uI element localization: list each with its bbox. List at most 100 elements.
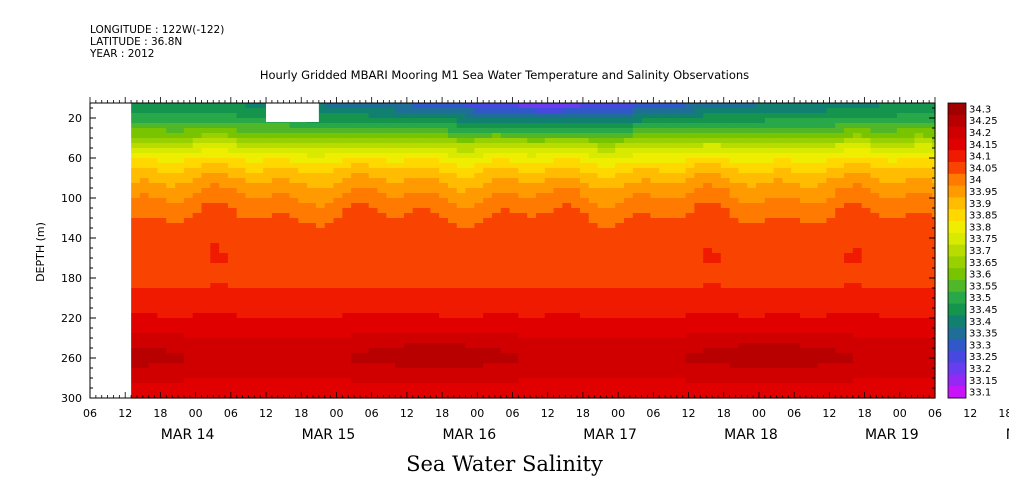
- heatmap-cell: [668, 103, 678, 109]
- heatmap-cell: [439, 268, 449, 274]
- heatmap-cell: [298, 163, 308, 169]
- heatmap-cell: [791, 368, 801, 374]
- heatmap-cell: [720, 258, 731, 264]
- heatmap-cell: [579, 148, 590, 154]
- heatmap-cell: [430, 193, 440, 199]
- heatmap-cell: [817, 298, 828, 304]
- heatmap-cell: [817, 158, 828, 164]
- heatmap-cell: [474, 313, 484, 319]
- heatmap-cell: [544, 283, 555, 289]
- heatmap-cell: [694, 203, 704, 209]
- heatmap-cell: [544, 233, 555, 239]
- heatmap-cell: [870, 248, 880, 254]
- heatmap-cell: [439, 223, 449, 229]
- heatmap-cell: [175, 168, 185, 174]
- heatmap-cell: [491, 238, 502, 244]
- heatmap-cell: [175, 308, 185, 314]
- heatmap-cell: [712, 268, 722, 274]
- heatmap-cell: [756, 348, 766, 354]
- heatmap-cell: [535, 343, 546, 349]
- heatmap-cell: [694, 178, 704, 184]
- heatmap-cell: [421, 233, 431, 239]
- heatmap-cell: [289, 248, 299, 254]
- heatmap-cell: [465, 208, 475, 214]
- heatmap-cell: [333, 248, 343, 254]
- heatmap-cell: [131, 303, 141, 309]
- heatmap-cell: [632, 198, 643, 204]
- heatmap-cell: [729, 313, 740, 319]
- heatmap-cell: [227, 298, 238, 304]
- heatmap-cell: [131, 273, 141, 279]
- heatmap-cell: [694, 343, 704, 349]
- heatmap-cell: [518, 253, 528, 259]
- heatmap-cell: [342, 393, 352, 399]
- heatmap-cell: [456, 283, 467, 289]
- heatmap-cell: [747, 283, 757, 289]
- heatmap-cell: [201, 178, 211, 184]
- heatmap-cell: [333, 208, 343, 214]
- heatmap-cell: [227, 383, 238, 389]
- heatmap-cell: [606, 253, 616, 259]
- heatmap-cell: [597, 273, 607, 279]
- heatmap-cell: [791, 168, 801, 174]
- heatmap-cell: [491, 378, 502, 384]
- heatmap-cell: [676, 108, 687, 114]
- heatmap-cell: [210, 193, 220, 199]
- heatmap-cell: [527, 188, 537, 194]
- heatmap-cell: [307, 183, 317, 189]
- heatmap-cell: [456, 273, 467, 279]
- heatmap-cell: [254, 348, 264, 354]
- heatmap-cell: [659, 328, 669, 334]
- heatmap-cell: [808, 343, 819, 349]
- heatmap-cell: [403, 203, 414, 209]
- heatmap-cell: [307, 373, 317, 379]
- heatmap-cell: [571, 343, 581, 349]
- heatmap-cell: [403, 273, 414, 279]
- heatmap-cell: [562, 388, 572, 394]
- heatmap-cell: [403, 223, 414, 229]
- heatmap-cell: [685, 163, 696, 169]
- heatmap-cell: [562, 268, 572, 274]
- heatmap-cell: [245, 363, 255, 369]
- heatmap-cell: [773, 143, 784, 149]
- heatmap-cell: [588, 253, 599, 259]
- heatmap-cell: [615, 248, 625, 254]
- heatmap-cell: [254, 388, 264, 394]
- heatmap-cell: [412, 273, 423, 279]
- heatmap-cell: [509, 188, 519, 194]
- heatmap-cell: [491, 333, 502, 339]
- heatmap-cell: [870, 253, 880, 259]
- heatmap-cell: [500, 263, 511, 269]
- heatmap-cell: [298, 333, 308, 339]
- heatmap-cell: [263, 368, 273, 374]
- heatmap-cell: [386, 278, 396, 284]
- heatmap-cell: [289, 213, 299, 219]
- heatmap-cell: [245, 158, 255, 164]
- heatmap-cell: [571, 218, 581, 224]
- heatmap-cell: [782, 183, 792, 189]
- heatmap-cell: [861, 343, 872, 349]
- heatmap-cell: [289, 273, 299, 279]
- heatmap-cell: [817, 148, 828, 154]
- heatmap-cell: [403, 238, 414, 244]
- heatmap-cell: [553, 293, 563, 299]
- heatmap-cell: [430, 323, 440, 329]
- heatmap-cell: [483, 198, 493, 204]
- heatmap-cell: [474, 123, 484, 129]
- heatmap-cell: [465, 223, 475, 229]
- heatmap-cell: [791, 313, 801, 319]
- heatmap-cell: [685, 278, 696, 284]
- heatmap-cell: [254, 173, 264, 179]
- heatmap-cell: [703, 108, 713, 114]
- heatmap-cell: [192, 203, 203, 209]
- heatmap-cell: [597, 368, 607, 374]
- heatmap-cell: [465, 303, 475, 309]
- heatmap-cell: [377, 173, 387, 179]
- heatmap-cell: [447, 108, 458, 114]
- heatmap-cell: [562, 263, 572, 269]
- heatmap-cell: [254, 143, 264, 149]
- heatmap-cell: [844, 173, 854, 179]
- heatmap-cell: [342, 358, 352, 364]
- heatmap-cell: [756, 318, 766, 324]
- heatmap-cell: [315, 213, 326, 219]
